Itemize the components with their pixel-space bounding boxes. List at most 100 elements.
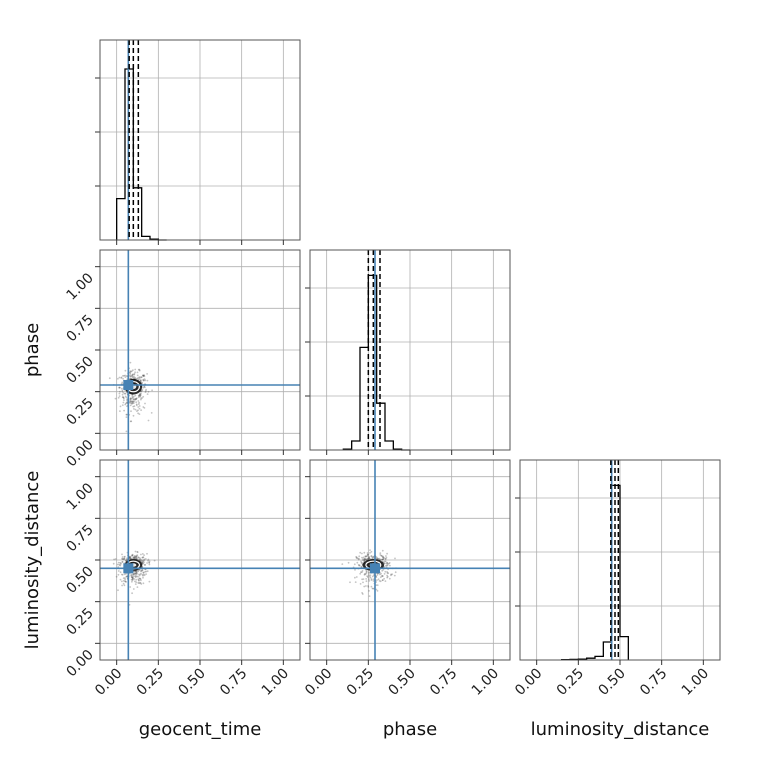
sample-point [368, 580, 371, 582]
sample-point [122, 391, 125, 394]
sample-point [363, 559, 366, 562]
sample-point [138, 577, 141, 580]
sample-point [133, 573, 136, 576]
sample-point [372, 556, 375, 559]
sample-point [148, 560, 151, 563]
sample-point [349, 581, 351, 584]
sample-point [134, 575, 137, 577]
sample-point [367, 586, 370, 588]
x-tick-label: 0.75 [427, 666, 460, 699]
sample-point [138, 401, 141, 404]
sample-point [121, 584, 123, 587]
sample-point [368, 557, 371, 560]
sample-point [130, 574, 133, 577]
sample-point [133, 557, 136, 559]
sample-point [370, 585, 373, 588]
sample-point [136, 558, 139, 561]
sample-point [142, 559, 145, 562]
sample-point [119, 578, 122, 581]
sample-point [138, 376, 141, 379]
sample-point [124, 580, 127, 583]
sample-point [383, 562, 386, 565]
sample-point [135, 555, 138, 558]
sample-point [386, 572, 389, 574]
sample-point [112, 562, 115, 565]
sample-point [368, 555, 370, 558]
sample-point [135, 397, 138, 400]
sample-point [145, 388, 148, 391]
sample-point [137, 556, 140, 559]
sample-point [121, 390, 124, 393]
sample-point [114, 397, 117, 400]
sample-point [123, 557, 126, 560]
sample-point [136, 551, 139, 553]
sample-point [126, 401, 128, 404]
sample-point [121, 393, 124, 396]
sample-point [148, 563, 151, 566]
sample-point [130, 575, 133, 578]
sample-point [359, 583, 362, 585]
sample-point [129, 420, 132, 423]
sample-point [137, 403, 140, 405]
histogram-step [116, 68, 167, 241]
sample-point [139, 559, 141, 562]
sample-point [123, 557, 126, 560]
sample-point [119, 562, 122, 564]
sample-point [361, 562, 363, 564]
sample-point [121, 557, 123, 560]
sample-point [131, 373, 134, 376]
sample-point [386, 552, 388, 555]
sample-point [117, 566, 120, 568]
sample-point [139, 393, 142, 396]
sample-point [141, 389, 144, 391]
sample-point [141, 561, 144, 564]
sample-point [368, 557, 371, 560]
sample-point [123, 584, 126, 587]
sample-point [380, 572, 382, 575]
sample-point [372, 574, 375, 577]
sample-point [137, 582, 140, 584]
sample-point [119, 405, 122, 408]
sample-point [145, 570, 148, 573]
x-axis-label-phase: phase [383, 719, 437, 740]
sample-point [135, 404, 138, 407]
sample-point [365, 558, 367, 561]
sample-point [121, 558, 124, 560]
sample-point [147, 390, 150, 393]
sample-point [386, 575, 389, 578]
sample-point [125, 575, 128, 578]
sample-point [138, 557, 141, 559]
sample-point [133, 570, 136, 573]
sample-point [130, 420, 133, 423]
sample-point [386, 561, 388, 564]
sample-point [118, 395, 121, 397]
sample-point [360, 561, 363, 564]
sample-point [134, 583, 137, 585]
sample-point [355, 557, 358, 559]
sample-point [383, 577, 385, 580]
sample-point [364, 558, 366, 561]
sample-point [122, 396, 125, 399]
sample-point [394, 571, 397, 574]
sample-point [130, 398, 132, 400]
sample-point [131, 376, 134, 378]
sample-point [132, 573, 135, 576]
sample-point [360, 571, 362, 574]
sample-point [370, 555, 373, 557]
sample-point [142, 560, 144, 563]
x-tick-label: 0.75 [637, 666, 670, 699]
y-tick-label: 1.00 [63, 480, 96, 513]
sample-point [384, 560, 387, 563]
sample-point [144, 379, 147, 382]
x-tick-label: 1.00 [469, 666, 502, 699]
sample-point [143, 374, 146, 377]
sample-point [129, 400, 132, 403]
sample-point [131, 576, 134, 579]
sample-point [133, 405, 136, 408]
sample-point [390, 574, 392, 577]
sample-point [124, 402, 127, 405]
sample-point [379, 552, 382, 555]
sample-point [145, 573, 148, 575]
sample-point [134, 557, 137, 560]
sample-point [126, 399, 128, 401]
